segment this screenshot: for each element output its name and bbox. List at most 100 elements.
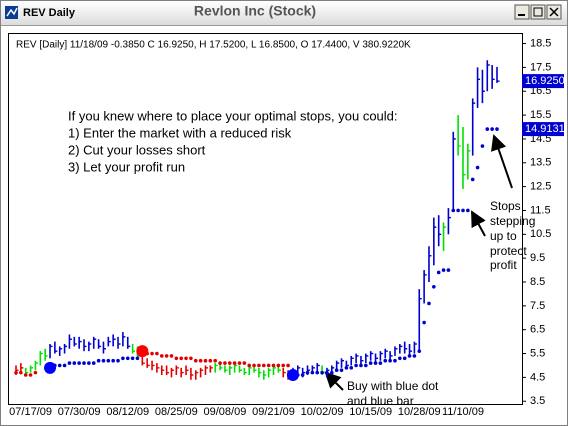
- stop-dot: [242, 361, 247, 365]
- stop-dot: [125, 356, 130, 361]
- stop-dot: [432, 284, 436, 289]
- stop-dot: [179, 356, 183, 361]
- minimize-button[interactable]: [514, 4, 530, 20]
- stop-dot: [82, 361, 86, 365]
- x-tick-label: 07/30/09: [58, 406, 101, 418]
- app-icon: [5, 6, 18, 19]
- stop-dot: [364, 363, 368, 368]
- stop-dot: [456, 208, 460, 213]
- y-tick-label: 10.5: [530, 228, 551, 240]
- stop-dot: [184, 356, 188, 361]
- maximize-button[interactable]: [530, 4, 546, 20]
- stop-dot: [383, 358, 388, 363]
- stop-dot: [490, 127, 494, 131]
- stop-dot: [218, 361, 222, 365]
- stop-dot: [19, 370, 23, 375]
- y-tick-label: 9.5: [530, 252, 545, 264]
- y-tick-label: 8.5: [530, 276, 545, 288]
- stop-dot: [315, 370, 320, 375]
- stop-dot: [261, 363, 266, 368]
- stop-dot: [33, 370, 38, 375]
- stop-dot: [480, 144, 485, 148]
- stop-dot: [368, 361, 373, 365]
- stop-dot: [57, 363, 62, 368]
- stop-dot: [203, 358, 208, 363]
- stop-dot: [466, 208, 470, 213]
- buy-note: Buy with blue dot: [347, 379, 439, 393]
- stop-dot: [378, 361, 383, 365]
- last-value-box: [522, 74, 564, 89]
- plot: 3.5 4.5 5.5 6.5 7.5 8.5 9.5 10.5 11.5 12.5 13.5 14.…: [9, 37, 565, 417]
- app-icon-glyph: [6, 7, 18, 17]
- info-line: REV [Daily] 11/18/09 -0.3850 C 16.9250, …: [16, 40, 411, 51]
- stop-dot: [169, 354, 174, 358]
- signal-dot: [136, 345, 149, 358]
- y-tick-label: 18.5: [530, 37, 551, 49]
- stop-dot: [232, 361, 237, 365]
- x-tick-label: 07/17/09: [9, 406, 52, 418]
- stop-dot: [155, 351, 159, 356]
- stop-dot: [344, 366, 349, 370]
- last-value-label: 16.9250: [525, 75, 565, 87]
- stop-dot: [398, 356, 402, 361]
- stop-dot: [77, 361, 81, 365]
- stop-dot: [121, 356, 125, 361]
- stop-dot: [354, 363, 358, 368]
- stop-dot: [91, 361, 96, 365]
- stop-dot: [87, 361, 91, 365]
- stop-dot: [310, 370, 315, 375]
- close-glyph: [549, 7, 559, 17]
- stop-dot: [461, 208, 465, 213]
- y-tick-label: 3.5: [530, 395, 545, 407]
- stop-dot: [451, 208, 456, 213]
- stop-dot: [106, 358, 111, 363]
- y-tick-label: 7.5: [530, 300, 545, 312]
- window-buttons: [514, 4, 562, 20]
- x-tick-label: 08/25/09: [155, 406, 198, 418]
- stop-dot: [72, 361, 77, 365]
- stops-note: up to: [490, 229, 517, 243]
- stop-dot: [393, 358, 397, 363]
- stop-dot: [150, 351, 154, 356]
- y-tick-label: 4.5: [530, 371, 545, 383]
- arrow: [491, 134, 513, 189]
- stop-dot: [227, 361, 232, 365]
- buy-note: and blue bar: [347, 394, 414, 408]
- stop-dot: [23, 373, 28, 377]
- stop-dot: [330, 370, 334, 375]
- stop-dot: [427, 301, 431, 306]
- arrow: [471, 210, 486, 237]
- stop-dot: [62, 363, 67, 368]
- x-tick-label: 08/12/09: [106, 406, 149, 418]
- stop-dot: [334, 368, 339, 373]
- stop-dot: [257, 363, 261, 368]
- last-value-label: 14.9131: [525, 123, 565, 135]
- stop-dot: [436, 270, 441, 275]
- stop-dot: [223, 361, 227, 365]
- x-tick-label: 09/08/09: [204, 406, 247, 418]
- stop-dot: [193, 358, 198, 363]
- stop-dot: [28, 373, 33, 377]
- y-tick-label: 6.5: [530, 324, 545, 336]
- stop-dot: [159, 354, 164, 358]
- stop-dot: [407, 354, 412, 358]
- stop-dot: [208, 358, 213, 363]
- window-title: REV Daily: [23, 7, 76, 19]
- stop-dot: [339, 368, 344, 373]
- stop-dot: [485, 127, 490, 131]
- y-tick-label: 12.5: [530, 181, 551, 193]
- stops-note: stepping: [490, 214, 535, 228]
- stop-dot: [402, 356, 407, 361]
- stop-dot: [237, 361, 242, 365]
- stop-dot: [300, 373, 305, 377]
- stop-dot: [359, 363, 363, 368]
- stops-note: profit: [490, 258, 517, 272]
- last-value-box: [522, 122, 564, 137]
- signal-dot: [44, 361, 57, 374]
- stop-dot: [266, 363, 271, 368]
- stop-dot: [446, 268, 451, 272]
- stop-dot: [349, 366, 354, 370]
- stop-dot: [305, 370, 310, 375]
- x-tick-label: 10/15/09: [349, 406, 392, 418]
